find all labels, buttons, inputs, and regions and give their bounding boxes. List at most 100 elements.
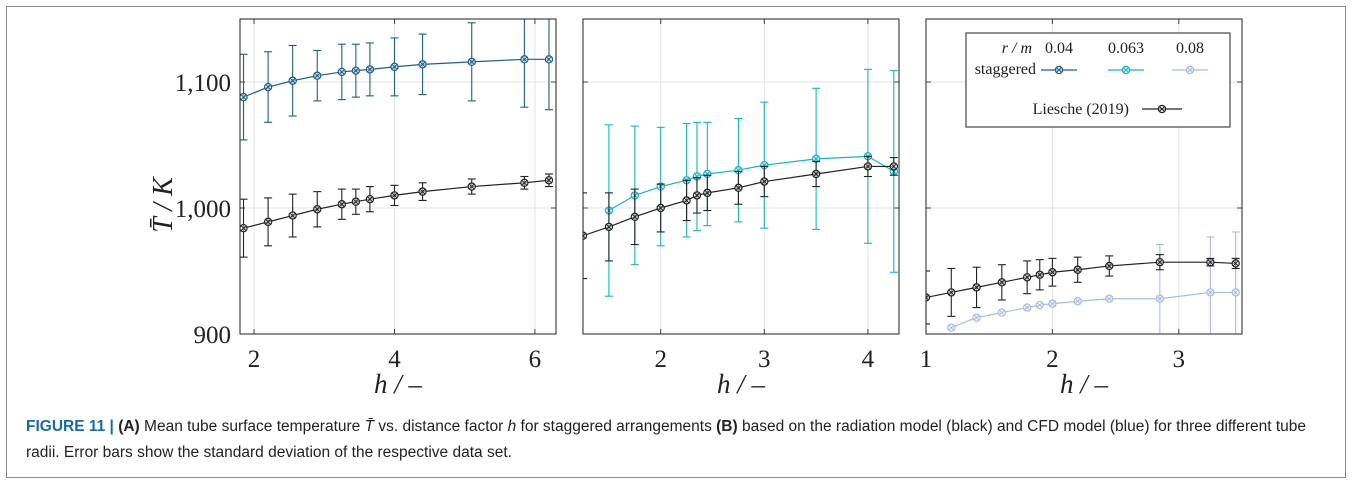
data-point bbox=[313, 205, 322, 214]
data-point bbox=[1073, 265, 1082, 274]
plot-frame bbox=[925, 18, 1243, 335]
data-point bbox=[351, 66, 361, 75]
data-point bbox=[1035, 270, 1044, 279]
y-tick-label: 1,000 bbox=[175, 196, 231, 223]
data-point bbox=[811, 169, 821, 179]
caption-text-3: for staggered arrangements bbox=[516, 418, 717, 435]
figure-caption: FIGURE 11 | (A) Mean tube surface temper… bbox=[26, 414, 1326, 466]
y-tick-label: 1,100 bbox=[175, 70, 231, 97]
data-point bbox=[1048, 299, 1057, 308]
data-point bbox=[351, 197, 361, 206]
data-point bbox=[760, 177, 769, 186]
caption-part-b: (B) bbox=[716, 418, 738, 435]
panel-C: 1 2 3 h / – bbox=[920, 18, 1243, 399]
plot-frame bbox=[239, 18, 557, 335]
legend-sample-r004 bbox=[1041, 65, 1077, 75]
data-point bbox=[418, 60, 427, 69]
x-tick-label: 3 bbox=[1173, 346, 1186, 373]
data-point bbox=[520, 178, 529, 187]
data-point bbox=[263, 82, 273, 92]
legend-box bbox=[965, 32, 1231, 128]
data-point bbox=[1035, 300, 1044, 310]
data-point bbox=[1231, 288, 1240, 297]
legend-radius-0.08: 0.08 bbox=[1176, 40, 1204, 57]
data-point bbox=[418, 187, 427, 196]
data-point bbox=[1155, 294, 1165, 303]
data-point bbox=[467, 57, 476, 67]
data-point bbox=[288, 211, 297, 220]
legend-reference-label: Liesche (2019) bbox=[1033, 101, 1129, 118]
data-point bbox=[972, 283, 981, 292]
panel-B: 2 3 4 h / – bbox=[582, 18, 900, 399]
data-point bbox=[467, 182, 476, 191]
panel-data bbox=[240, 19, 554, 258]
data-point bbox=[692, 191, 702, 200]
x-tick-label: 2 bbox=[1046, 346, 1059, 373]
data-point bbox=[365, 65, 375, 74]
x-axis-label: h / – bbox=[717, 369, 766, 399]
data-point bbox=[240, 92, 248, 102]
error-bar bbox=[583, 192, 587, 280]
y-axis-label: T̄ / K bbox=[148, 176, 179, 233]
x-tick-label: 6 bbox=[529, 346, 542, 373]
series-line bbox=[608, 155, 895, 212]
data-point bbox=[734, 183, 743, 193]
data-point bbox=[337, 200, 347, 209]
data-point bbox=[544, 55, 554, 64]
data-point bbox=[811, 154, 821, 164]
caption-symbol-h: h bbox=[507, 418, 517, 435]
series-line bbox=[243, 58, 549, 98]
series-liesche bbox=[240, 173, 554, 258]
data-point bbox=[1073, 297, 1082, 306]
legend-row-label: staggered bbox=[975, 61, 1036, 78]
legend-marker bbox=[1185, 65, 1195, 75]
legend-sample-r008 bbox=[1172, 65, 1208, 75]
caption-text-4: based on the radiation model (black) and… bbox=[26, 418, 1307, 461]
data-point bbox=[520, 55, 529, 64]
y-tick-label: 900 bbox=[194, 322, 232, 349]
data-point bbox=[703, 188, 712, 198]
panel-data bbox=[926, 231, 1240, 334]
legend-sample-liesche bbox=[1142, 104, 1182, 114]
caption-symbol-t: T̄ bbox=[364, 418, 375, 435]
legend-marker bbox=[1054, 65, 1064, 75]
data-point bbox=[1231, 259, 1240, 268]
data-point bbox=[604, 222, 614, 232]
x-tick-label: 4 bbox=[388, 346, 401, 373]
data-point bbox=[656, 203, 665, 213]
x-tick-label: 4 bbox=[862, 346, 875, 373]
data-point bbox=[288, 76, 297, 85]
panel-A: 2 4 6 900 1,000 1,100 h / – bbox=[175, 18, 557, 399]
legend-marker bbox=[1121, 65, 1131, 75]
data-point bbox=[263, 217, 273, 227]
series-liesche bbox=[926, 254, 1240, 325]
data-point bbox=[997, 308, 1007, 317]
data-point bbox=[972, 313, 981, 322]
x-tick-label: 2 bbox=[654, 346, 667, 373]
x-axis-label: h / – bbox=[1060, 369, 1109, 399]
data-point bbox=[1048, 268, 1057, 277]
legend-header-label: r / m bbox=[1002, 40, 1032, 57]
data-point bbox=[337, 67, 347, 77]
data-point bbox=[947, 288, 956, 297]
data-point bbox=[365, 194, 375, 204]
data-point bbox=[1206, 288, 1215, 297]
data-point bbox=[1105, 261, 1114, 271]
error-bar bbox=[926, 270, 930, 325]
legend-radius-0.063: 0.063 bbox=[1108, 40, 1144, 57]
series-line bbox=[583, 165, 894, 237]
legend-marker bbox=[1157, 104, 1167, 114]
caption-text-1: Mean tube surface temperature bbox=[139, 418, 365, 435]
data-point bbox=[544, 176, 554, 185]
caption-part-a: (A) bbox=[118, 418, 140, 435]
data-point bbox=[1105, 294, 1114, 303]
data-point bbox=[889, 162, 899, 171]
data-point bbox=[390, 62, 399, 72]
data-point bbox=[997, 278, 1007, 287]
data-point bbox=[390, 191, 399, 200]
legend: r / m 0.04 0.063 0.08 staggered Liesche … bbox=[965, 32, 1231, 128]
data-point bbox=[240, 223, 248, 233]
data-point bbox=[1022, 273, 1032, 282]
